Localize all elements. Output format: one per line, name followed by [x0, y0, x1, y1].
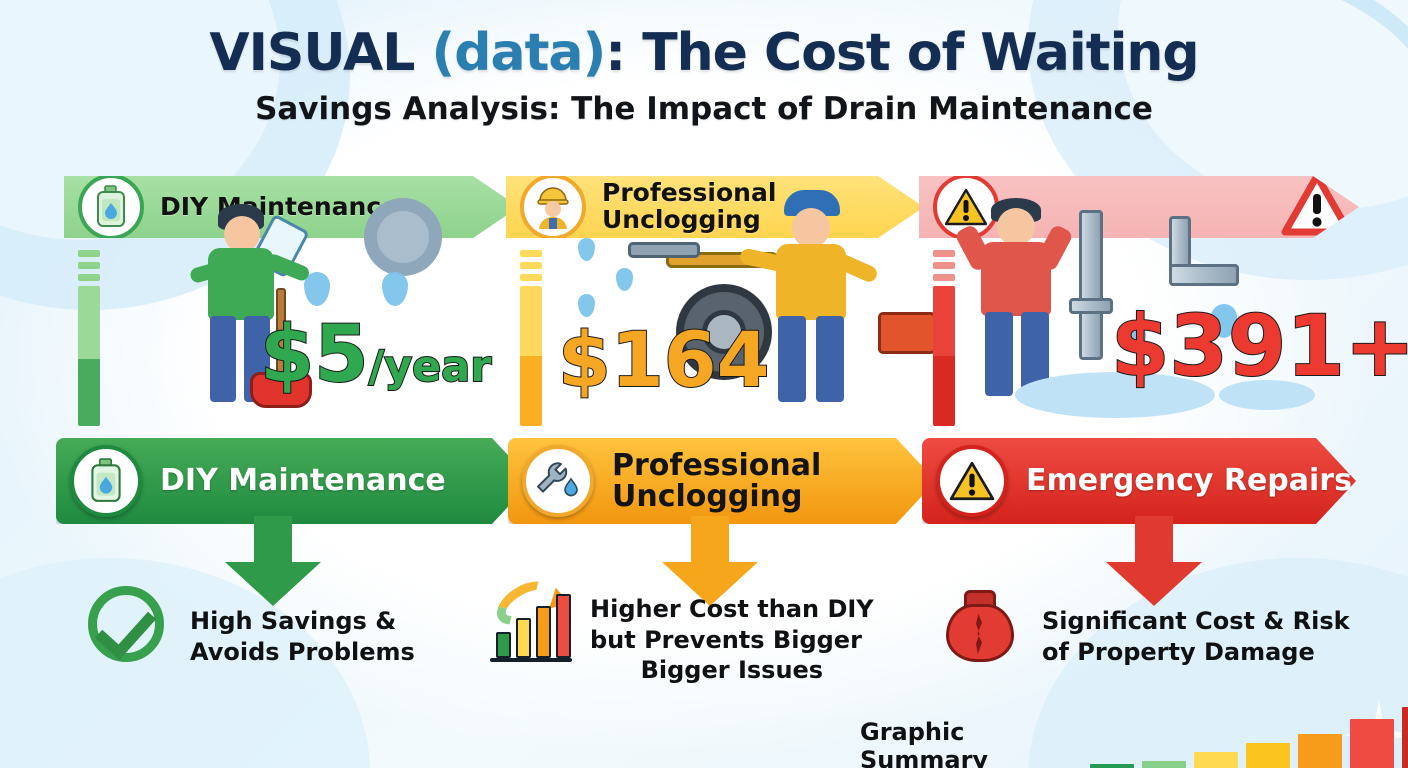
caption-line: but Prevents Bigger	[590, 625, 862, 654]
panel-emergency: $391+	[919, 176, 1408, 446]
green-check-circle-icon	[88, 586, 174, 672]
ribbon-emergency	[919, 176, 1359, 238]
chevron-label-diy: DIY Maintenance	[160, 463, 446, 499]
caption-diy-text: High Savings & Avoids Problems	[190, 586, 415, 667]
chevron-label-emergency: Emergency Repairs	[1026, 463, 1352, 499]
title-suffix: : The Cost of Waiting	[605, 23, 1199, 83]
caption-line: Avoids Problems	[190, 637, 415, 666]
price-diy: $5/year	[259, 315, 493, 395]
summary-bar	[1246, 743, 1291, 768]
rising-bar-chart-icon	[488, 572, 574, 672]
caption-diy: High Savings & Avoids Problems	[88, 586, 488, 672]
title-prefix: VISUAL	[209, 23, 432, 83]
torn-money-bag-icon	[940, 586, 1026, 672]
chevron-label-professional: Professional Unclogging	[612, 447, 822, 514]
water-drop-icon	[616, 268, 633, 291]
price-diy-value: $5	[259, 310, 370, 400]
caption-line: Significant Cost & Risk	[1042, 607, 1350, 635]
gauge-professional	[520, 250, 542, 430]
worker-avatar-icon	[520, 174, 586, 240]
caption-line: Bigger Issues	[640, 656, 824, 685]
chevron-diy[interactable]: DIY Maintenance	[56, 438, 532, 524]
title-accent: (data)	[431, 23, 607, 83]
price-professional: $164	[557, 321, 771, 399]
summary-bar	[1402, 707, 1408, 768]
graphic-summary-label: Graphic Summary	[860, 718, 989, 768]
summary-bar-chart	[1088, 700, 1408, 768]
illustration-scene: DIY Maintenance	[64, 176, 1408, 446]
water-drop-icon	[578, 238, 595, 261]
graphic-summary: Graphic Summary	[860, 700, 1408, 768]
pipe-elbow-icon	[1169, 264, 1239, 286]
water-drop-icon	[304, 272, 330, 306]
summary-bar	[1350, 719, 1395, 768]
price-diy-unit: /year	[368, 342, 493, 392]
caption-line: High Savings &	[190, 607, 397, 635]
summary-bar	[1298, 734, 1343, 768]
detergent-bottle-icon	[78, 174, 144, 240]
ribbon-label-diy: DIY Maintenance	[160, 191, 399, 221]
caption-emergency-text: Significant Cost & Risk of Property Dama…	[1042, 586, 1350, 667]
water-drop-icon	[382, 272, 408, 306]
gauge-emergency	[933, 250, 955, 430]
ribbon-professional: Professional Unclogging	[506, 176, 924, 238]
down-arrow-diy	[225, 516, 321, 612]
price-emergency-value: $391+	[1110, 297, 1408, 395]
page-title: VISUAL (data): The Cost of Waiting	[0, 26, 1408, 81]
detergent-bottle-icon	[70, 445, 142, 517]
down-arrow-professional	[662, 516, 758, 612]
price-emergency: $391+	[1110, 303, 1408, 389]
caption-professional: Higher Cost than DIY but Prevents Bigger…	[488, 572, 908, 686]
caption-emergency: Significant Cost & Risk of Property Dama…	[940, 586, 1370, 672]
ribbon-diy: DIY Maintenance	[64, 176, 519, 238]
summary-bar	[1194, 752, 1239, 768]
stage-chevron-row: DIY Maintenance Professional Unclogging	[56, 438, 1356, 524]
chevron-emergency[interactable]: Emergency Repairs	[922, 438, 1356, 524]
gauge-diy	[78, 250, 100, 430]
down-arrow-emergency	[1106, 516, 1202, 612]
hose-reel-handle-icon	[666, 252, 778, 268]
warning-triangle-icon	[1281, 172, 1353, 243]
caption-line: Higher Cost than DIY	[590, 595, 874, 623]
warning-triangle-icon	[933, 174, 999, 240]
panel-professional: Professional Unclogging	[506, 176, 924, 446]
water-drop-icon	[578, 294, 595, 317]
hose-nozzle-icon	[628, 242, 700, 258]
summary-bar	[1090, 764, 1135, 768]
ribbon-label-professional: Professional Unclogging	[602, 178, 777, 234]
warning-triangle-icon	[936, 445, 1008, 517]
summary-bar	[1142, 761, 1187, 768]
page-subtitle: Savings Analysis: The Impact of Drain Ma…	[255, 90, 1153, 127]
caption-professional-text: Higher Cost than DIY but Prevents Bigger…	[590, 586, 874, 686]
panel-diy: DIY Maintenance	[64, 176, 519, 446]
chevron-professional[interactable]: Professional Unclogging	[508, 438, 936, 524]
wrench-drop-icon	[522, 445, 594, 517]
price-professional-value: $164	[557, 315, 771, 404]
title-block: VISUAL (data): The Cost of Waiting Savin…	[0, 26, 1408, 127]
caption-line: of Property Damage	[1042, 637, 1315, 666]
pipe-joint-icon	[1069, 298, 1113, 314]
